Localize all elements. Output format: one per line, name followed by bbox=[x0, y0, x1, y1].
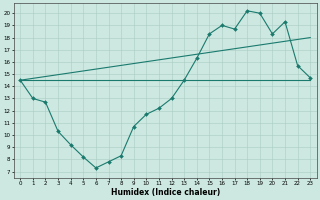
X-axis label: Humidex (Indice chaleur): Humidex (Indice chaleur) bbox=[111, 188, 220, 197]
